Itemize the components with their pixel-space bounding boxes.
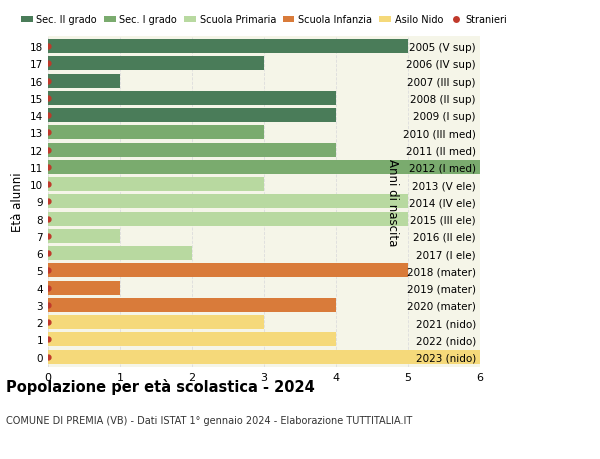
Text: COMUNE DI PREMIA (VB) - Dati ISTAT 1° gennaio 2024 - Elaborazione TUTTITALIA.IT: COMUNE DI PREMIA (VB) - Dati ISTAT 1° ge… xyxy=(6,415,412,425)
Bar xyxy=(48,40,408,54)
Bar xyxy=(48,92,336,106)
Bar xyxy=(48,57,264,71)
Bar xyxy=(48,212,408,226)
Bar xyxy=(48,109,336,123)
Bar xyxy=(48,161,480,174)
Bar xyxy=(48,143,336,157)
Bar xyxy=(48,264,408,278)
Bar xyxy=(48,281,120,295)
Legend: Sec. II grado, Sec. I grado, Scuola Primaria, Scuola Infanzia, Asilo Nido, Stran: Sec. II grado, Sec. I grado, Scuola Prim… xyxy=(21,15,507,25)
Y-axis label: Anni di nascita: Anni di nascita xyxy=(386,158,399,246)
Y-axis label: Età alunni: Età alunni xyxy=(11,172,25,232)
Bar xyxy=(48,350,480,364)
Bar xyxy=(48,74,120,89)
Bar xyxy=(48,298,336,312)
Bar xyxy=(48,195,408,209)
Bar xyxy=(48,126,264,140)
Bar xyxy=(48,333,336,347)
Bar xyxy=(48,246,192,261)
Bar xyxy=(48,315,264,330)
Bar xyxy=(48,178,264,192)
Bar xyxy=(48,230,120,243)
Text: Popolazione per età scolastica - 2024: Popolazione per età scolastica - 2024 xyxy=(6,379,315,395)
